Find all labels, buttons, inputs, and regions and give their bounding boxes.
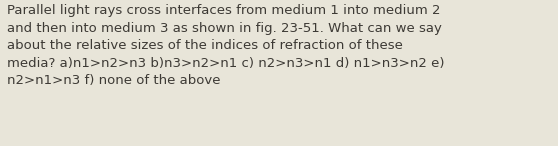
Text: Parallel light rays cross interfaces from medium 1 into medium 2
and then into m: Parallel light rays cross interfaces fro… [7,4,445,87]
